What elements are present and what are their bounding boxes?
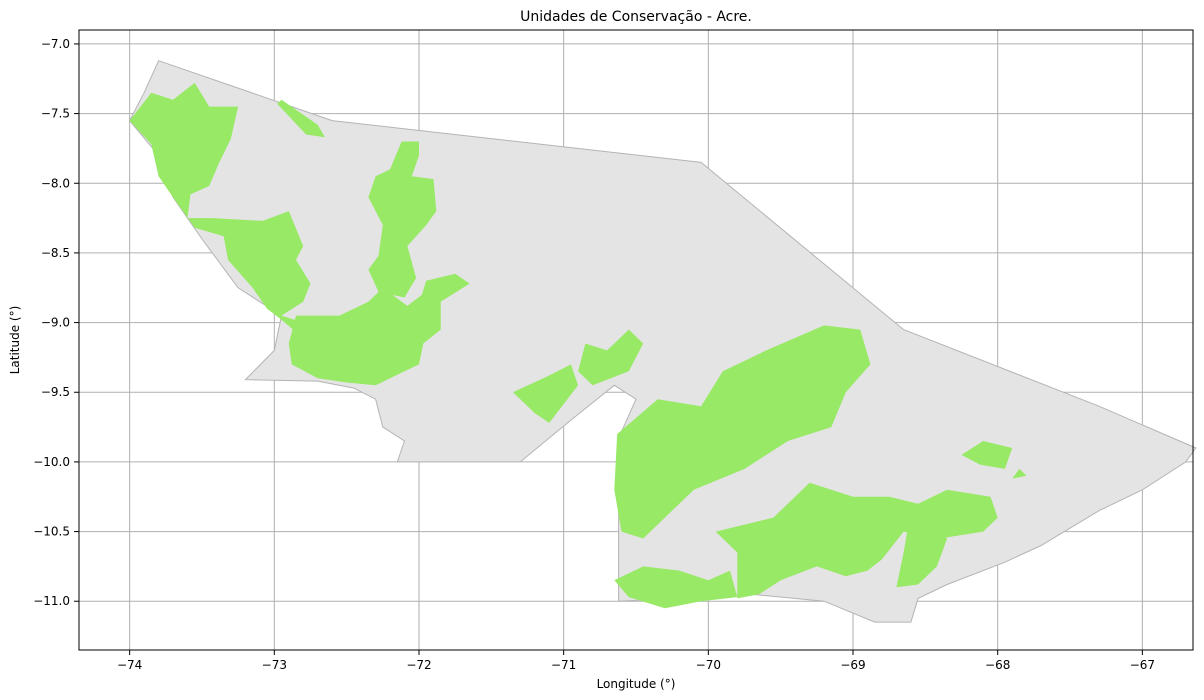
axes-frame — [78, 29, 1194, 651]
y-tick-label: −10.0 — [33, 455, 70, 469]
conservation-unit-8 — [715, 482, 998, 599]
x-tick-label: −71 — [551, 658, 576, 672]
conservation-units-layer — [129, 82, 1027, 609]
x-tick-label: −68 — [985, 658, 1010, 672]
conservation-unit-4 — [288, 273, 470, 386]
y-tick-label: −10.5 — [33, 525, 70, 539]
conservation-unit-2 — [277, 99, 325, 138]
conservation-unit-12 — [1012, 468, 1027, 479]
plot-area — [78, 29, 1197, 651]
x-tick-label: −67 — [1130, 658, 1155, 672]
x-axis-ticks: −74 −73 −72 −71 −70 −69 −68 −67 — [117, 650, 1155, 672]
x-tick-label: −70 — [696, 658, 721, 672]
y-tick-label: −7.5 — [41, 107, 70, 121]
y-tick-label: −8.5 — [41, 246, 70, 260]
x-tick-label: −69 — [840, 658, 865, 672]
conservation-unit-11 — [961, 441, 1013, 469]
y-tick-label: −7.0 — [41, 37, 70, 51]
x-tick-label: −72 — [406, 658, 431, 672]
y-tick-label: −8.0 — [41, 176, 70, 190]
map-title: Unidades de Conservação - Acre. — [520, 9, 752, 25]
y-tick-label: −11.0 — [33, 594, 70, 608]
y-axis-label: Latitude (°) — [8, 306, 22, 375]
y-axis-ticks: −7.0 −7.5 −8.0 −8.5 −9.0 −9.5 −10.0 −10.5 −11.0 — [33, 37, 79, 608]
conservation-unit-3 — [368, 141, 437, 298]
conservation-unit-7 — [614, 325, 871, 539]
conservation-unit-9 — [896, 510, 948, 588]
x-axis-label: Longitude (°) — [597, 677, 676, 691]
y-tick-label: −9.0 — [41, 316, 70, 330]
x-tick-label: −73 — [262, 658, 287, 672]
x-tick-label: −74 — [117, 658, 142, 672]
conservation-unit-5 — [513, 364, 579, 423]
conservation-unit-10 — [614, 566, 738, 609]
conservation-unit-1 — [129, 82, 311, 330]
conservation-unit-6 — [578, 329, 644, 386]
y-tick-label: −9.5 — [41, 385, 70, 399]
